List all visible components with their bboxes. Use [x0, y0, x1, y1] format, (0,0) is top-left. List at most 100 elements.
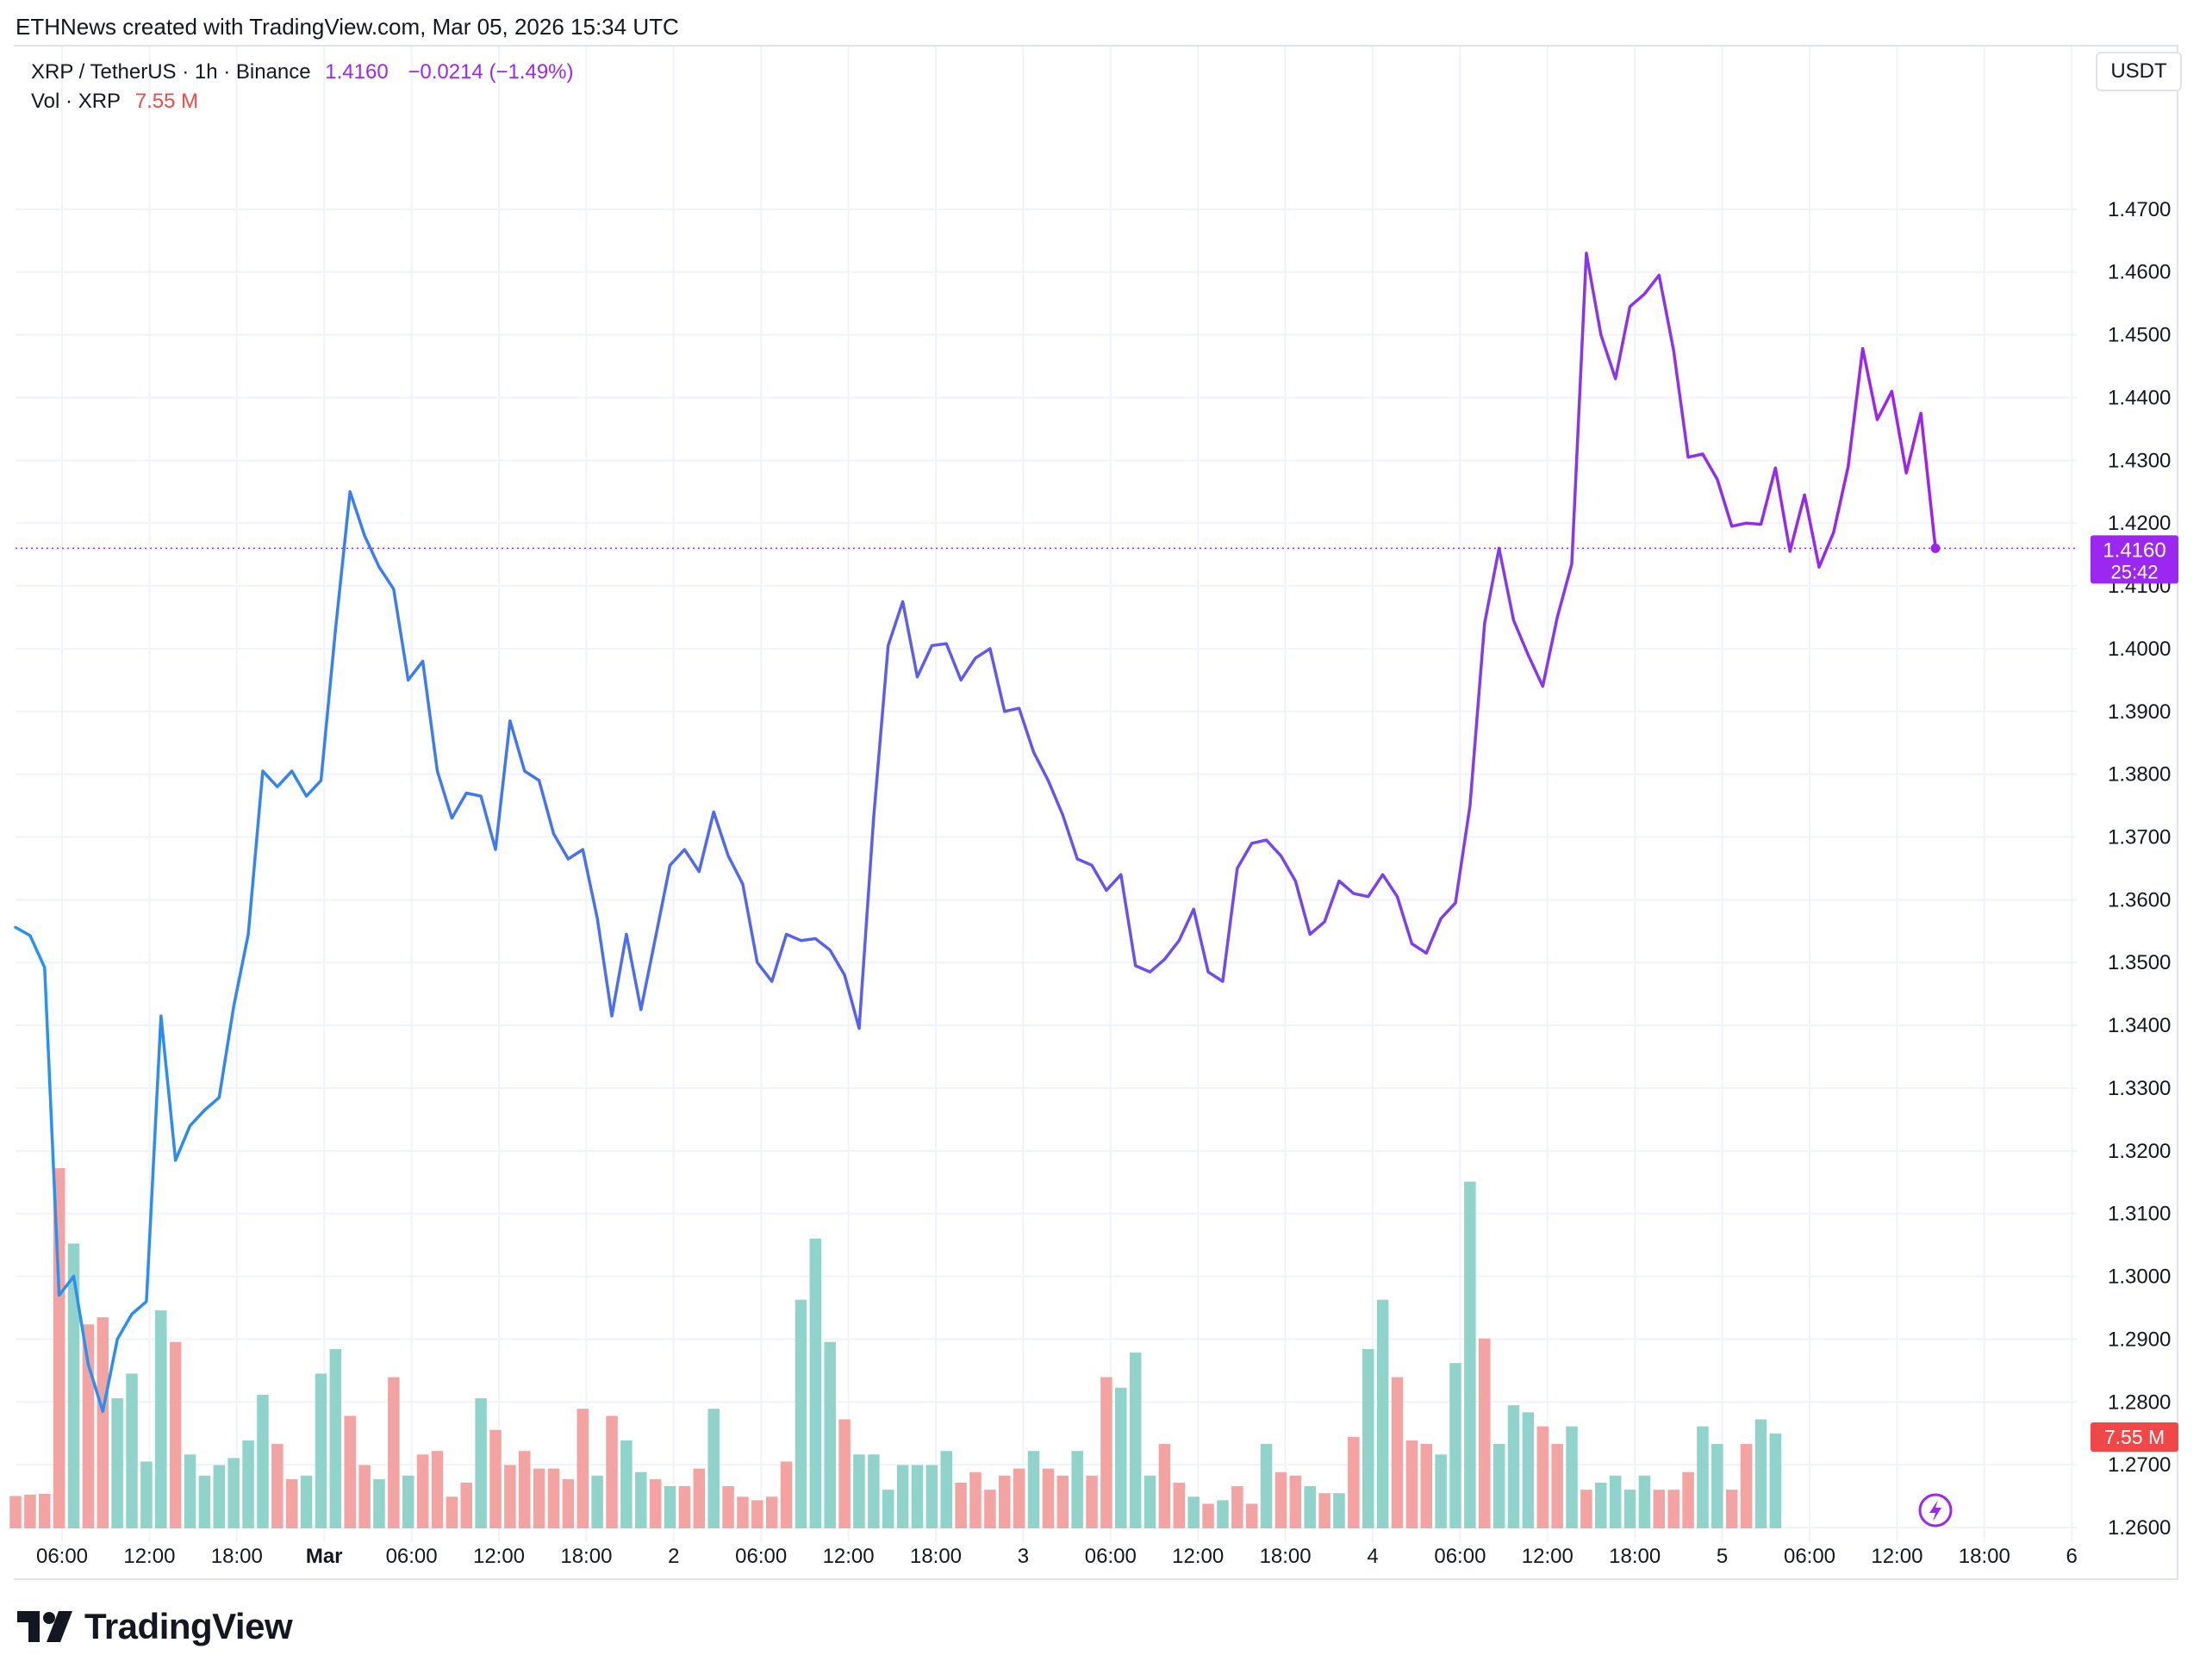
volume-bar — [1435, 1454, 1447, 1528]
volume-bar — [1318, 1493, 1330, 1528]
volume-bar — [1304, 1486, 1316, 1528]
volume-bar — [1479, 1338, 1491, 1528]
legend-volume-value: 7.55 M — [134, 90, 199, 113]
volume-bar — [1391, 1377, 1404, 1528]
volume-bar — [315, 1373, 327, 1528]
volume-bar — [373, 1478, 385, 1528]
volume-bar — [896, 1465, 909, 1528]
volume-badge-label: 7.55 M — [2104, 1426, 2165, 1448]
y-tick-label: 1.3000 — [2108, 1266, 2171, 1289]
volume-bar — [722, 1486, 734, 1528]
volume-bar — [562, 1478, 575, 1528]
legend-change: −0.0214 (−1.49%) — [408, 60, 574, 84]
volume-bar — [67, 1243, 80, 1528]
volume-bar — [1464, 1181, 1476, 1528]
x-tick-label: 18:00 — [910, 1545, 962, 1568]
y-tick-label: 1.4700 — [2108, 198, 2171, 221]
volume-bar — [1551, 1444, 1563, 1528]
price-line-group — [14, 252, 1941, 1413]
y-axis: 1.2600 1.2700 1.2800 1.2900 1.3000 1.3100 1.32… — [2108, 198, 2171, 1540]
volume-bar — [388, 1377, 400, 1528]
volume-bar — [402, 1475, 414, 1528]
volume-bar — [1231, 1486, 1243, 1528]
lightning-icon[interactable] — [1918, 1493, 1953, 1528]
chart-caption: ETHNews created with TradingView.com, Ma… — [16, 14, 679, 40]
x-tick-label: 18:00 — [211, 1545, 263, 1568]
volume-bar — [649, 1478, 662, 1528]
tradingview-logo-icon — [17, 1611, 72, 1642]
y-tick-label: 1.3300 — [2108, 1077, 2171, 1100]
volume-bar — [1217, 1500, 1229, 1528]
volume-bar — [1609, 1475, 1622, 1528]
volume-bar — [257, 1394, 269, 1528]
volume-bar — [227, 1458, 240, 1528]
chart-frame — [14, 45, 2178, 1580]
volume-bar — [1536, 1426, 1549, 1528]
volume-bars — [9, 1168, 1782, 1528]
x-tick-label: 12:00 — [1522, 1545, 1573, 1568]
y-tick-label: 1.3400 — [2108, 1014, 2171, 1037]
volume-bar — [1202, 1503, 1214, 1528]
x-axis: 06:00 12:00 18:00 Mar 06:00 12:00 18:00 2 06:00 1… — [36, 1545, 2078, 1568]
volume-bar — [1449, 1363, 1461, 1528]
volume-bar — [809, 1238, 822, 1528]
legend-line-2: Vol · XRP 7.55 M — [31, 90, 202, 114]
y-tick-label: 1.4600 — [2108, 261, 2171, 284]
volume-bar — [213, 1465, 226, 1528]
volume-bar — [1682, 1472, 1694, 1528]
grid-lines — [16, 47, 2077, 1542]
volume-bar — [780, 1461, 793, 1528]
y-tick-label: 1.3200 — [2108, 1140, 2171, 1163]
volume-bar — [39, 1493, 51, 1528]
current-price-badge — [2091, 535, 2178, 584]
volume-badge — [2091, 1422, 2178, 1452]
x-tick-label: 18:00 — [1609, 1545, 1661, 1568]
volume-bar — [547, 1468, 560, 1528]
volume-bar — [24, 1494, 36, 1528]
currency-button[interactable]: USDT — [2096, 52, 2182, 91]
volume-bar — [285, 1478, 298, 1528]
volume-bar — [1754, 1419, 1767, 1528]
legend-symbol[interactable]: XRP / TetherUS · 1h · Binance — [31, 60, 311, 84]
volume-bar — [999, 1475, 1011, 1528]
volume-bar — [751, 1500, 763, 1528]
volume-bar — [882, 1490, 894, 1528]
brand-name: TradingView — [84, 1606, 293, 1646]
volume-bar — [1042, 1468, 1055, 1528]
price-series-line[interactable] — [14, 252, 1937, 1413]
volume-bar — [591, 1475, 603, 1528]
volume-bar — [504, 1465, 516, 1528]
x-tick-label: 06:00 — [1085, 1545, 1137, 1568]
lightning-icon-bolt — [1929, 1500, 1941, 1521]
volume-bar — [82, 1324, 95, 1528]
volume-bar — [329, 1348, 342, 1528]
volume-bar — [169, 1341, 182, 1528]
volume-bar — [1595, 1482, 1607, 1528]
footer-logo[interactable]: TradingView — [17, 1606, 293, 1647]
legend-volume-label[interactable]: Vol · XRP — [31, 90, 122, 113]
legend-last-price: 1.4160 — [325, 60, 389, 84]
y-tick-label: 1.2600 — [2108, 1516, 2171, 1540]
volume-bar — [1071, 1451, 1083, 1528]
y-tick-label: 1.2700 — [2108, 1453, 2171, 1477]
volume-bar — [664, 1486, 676, 1528]
volume-bar — [140, 1461, 153, 1528]
volume-bar — [765, 1496, 778, 1528]
countdown-badge-label: 25:42 — [2110, 561, 2158, 582]
volume-bar — [635, 1472, 647, 1528]
volume-bar — [446, 1496, 458, 1528]
y-tick-label: 1.3600 — [2108, 888, 2171, 912]
volume-bar — [955, 1482, 967, 1528]
volume-bar — [1522, 1412, 1535, 1528]
volume-bar — [1245, 1503, 1258, 1528]
y-tick-label: 1.2800 — [2108, 1391, 2171, 1414]
volume-bar — [416, 1454, 429, 1528]
x-tick-label: 06:00 — [1784, 1545, 1835, 1568]
volume-bar — [358, 1465, 371, 1528]
y-tick-label: 1.2900 — [2108, 1328, 2171, 1351]
y-tick-label: 1.4200 — [2108, 512, 2171, 535]
volume-bar — [1086, 1475, 1098, 1528]
volume-bar — [1158, 1444, 1171, 1528]
volume-bar — [1697, 1426, 1709, 1528]
